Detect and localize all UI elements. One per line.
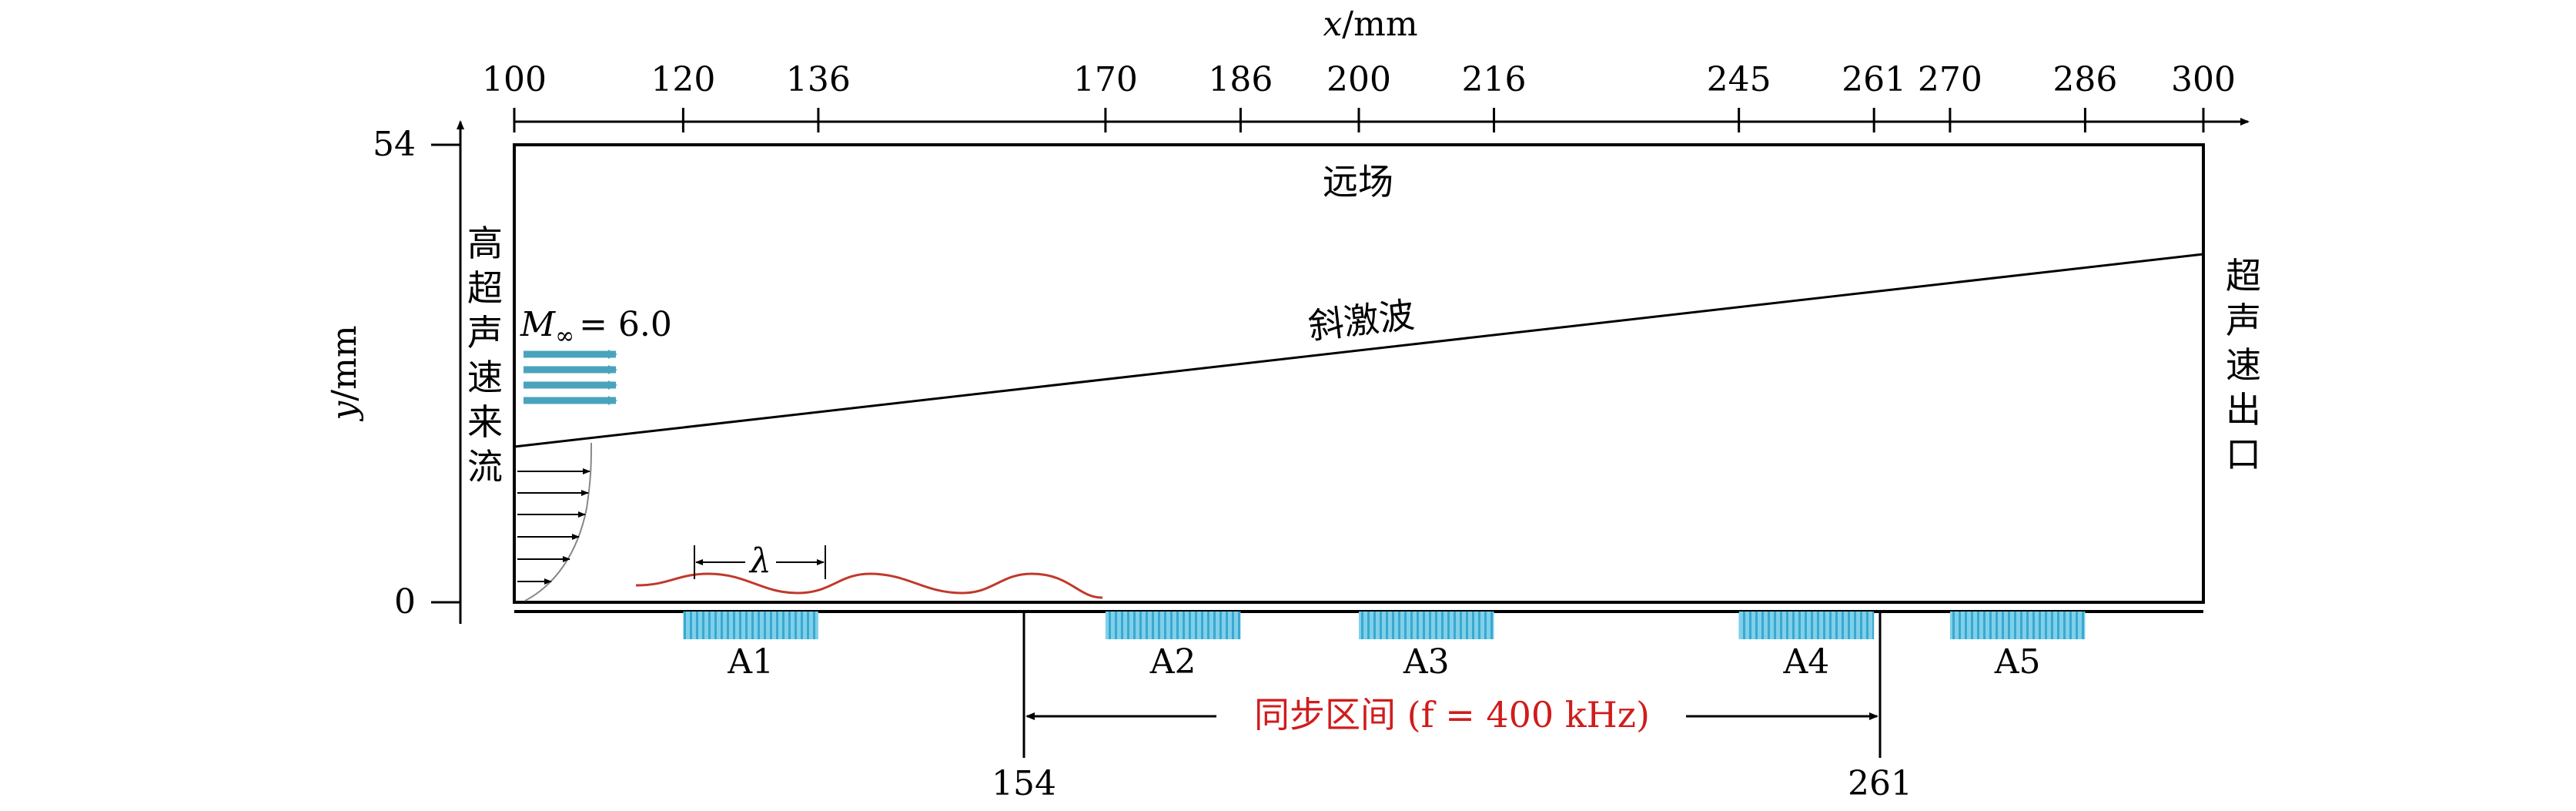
outlet-char: 出 bbox=[2226, 389, 2261, 431]
wavelength-label: λ bbox=[748, 541, 771, 581]
x-tick-label: 216 bbox=[1462, 60, 1527, 99]
actuator-a2 bbox=[1105, 612, 1241, 639]
sync-zone-end-label: 261 bbox=[1848, 764, 1912, 803]
inflow-char: 流 bbox=[467, 446, 503, 488]
inflow-char: 高 bbox=[467, 223, 503, 264]
x-tick-label: 170 bbox=[1073, 60, 1138, 99]
x-tick-label: 245 bbox=[1707, 60, 1771, 99]
outlet-char: 口 bbox=[2226, 434, 2261, 475]
inflow-char: 超 bbox=[467, 267, 503, 309]
actuator-label: A5 bbox=[1994, 642, 2041, 682]
actuator-label: A3 bbox=[1403, 642, 1450, 682]
sync-zone-start-label: 154 bbox=[992, 764, 1056, 803]
actuator-a3 bbox=[1359, 612, 1494, 639]
freestream-arrows bbox=[524, 350, 617, 405]
outlet-char: 速 bbox=[2226, 344, 2261, 386]
x-tick-label: 136 bbox=[786, 60, 851, 99]
x-tick-label: 186 bbox=[1208, 60, 1273, 99]
x-axis-title: x/mm bbox=[1323, 5, 1417, 44]
actuator-label: A1 bbox=[727, 642, 774, 682]
x-tick-label: 200 bbox=[1326, 60, 1391, 99]
actuator-a1 bbox=[683, 612, 818, 639]
x-tick-label: 100 bbox=[482, 60, 547, 99]
x-tick-label: 261 bbox=[1842, 60, 1906, 99]
x-tick-label: 270 bbox=[1918, 60, 1982, 99]
outlet-char: 声 bbox=[2226, 300, 2261, 341]
inflow-char: 声 bbox=[467, 312, 503, 354]
x-axis-ticks: 100 120 136 170 186 200 216 245 261 270 286 300 bbox=[482, 60, 2236, 132]
y-tick-label-0: 0 bbox=[394, 582, 416, 622]
outlet-label: 超 声 速 出 口 bbox=[2226, 255, 2261, 475]
oblique-shock-label: 斜激波 bbox=[1306, 293, 1417, 347]
inflow-char: 来 bbox=[467, 401, 503, 443]
inflow-char: 速 bbox=[467, 357, 503, 398]
boundary-layer-profile-curve bbox=[524, 442, 592, 602]
y-tick-label-54: 54 bbox=[373, 125, 416, 164]
x-tick-label: 286 bbox=[2052, 60, 2117, 99]
far-field-label: 远场 bbox=[1323, 161, 1393, 203]
actuators: A1 A2 A3 A4 A5 bbox=[683, 612, 2086, 682]
outlet-char: 超 bbox=[2226, 255, 2261, 297]
computational-domain bbox=[513, 143, 2205, 604]
oblique-shock-line bbox=[514, 253, 2204, 448]
y-axis-title: y/mm bbox=[325, 325, 364, 421]
actuator-label: A4 bbox=[1783, 642, 1830, 682]
disturbance-wave bbox=[635, 572, 1103, 599]
actuator-a4 bbox=[1738, 612, 1875, 639]
sync-zone-label: 同步区间 (f = 400 kHz) bbox=[1254, 694, 1650, 736]
boundary-layer-arrows bbox=[517, 468, 590, 585]
x-tick-label: 300 bbox=[2171, 60, 2236, 99]
actuator-a5 bbox=[1949, 612, 2086, 639]
mach-number-label: M∞ = 6.0 bbox=[520, 305, 672, 350]
inflow-label: 高 超 声 速 来 流 bbox=[467, 223, 503, 488]
x-tick-label: 120 bbox=[651, 60, 715, 99]
actuator-label: A2 bbox=[1149, 642, 1196, 682]
